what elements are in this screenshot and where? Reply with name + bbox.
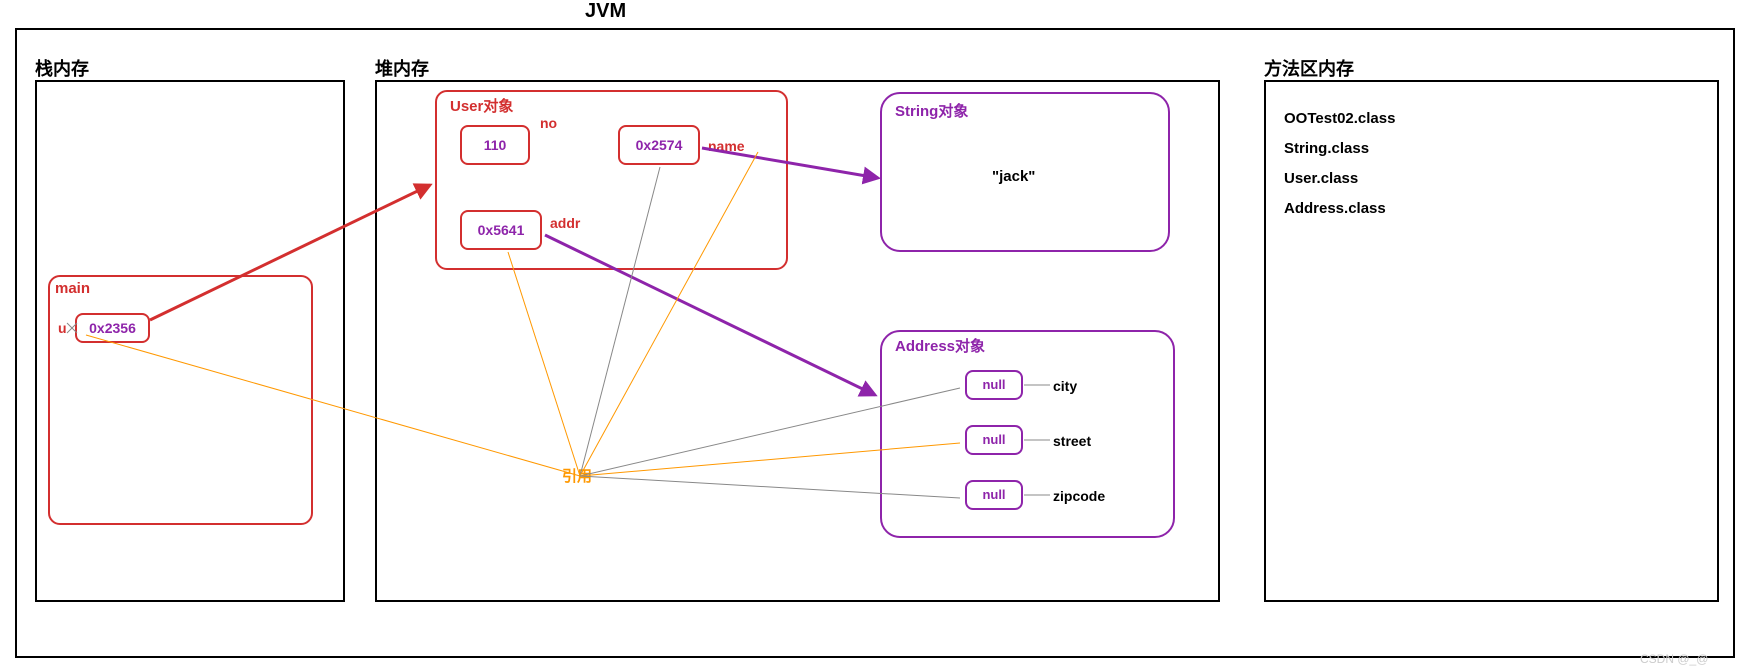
string-object-value: "jack" [992, 168, 1035, 185]
address-object-label: Address对象 [895, 335, 985, 356]
var-u-label: u [58, 320, 67, 336]
class-entry-1: String.class [1284, 140, 1369, 157]
address-object-box [880, 330, 1175, 538]
user-no-label: no [540, 115, 557, 131]
address-street-label: street [1053, 433, 1091, 449]
user-object-label: User对象 [450, 95, 513, 116]
class-entry-3: Address.class [1284, 200, 1386, 217]
string-object-label: String对象 [895, 100, 968, 121]
address-zipcode-label: zipcode [1053, 488, 1105, 504]
class-entry-2: User.class [1284, 170, 1358, 187]
method-area-box [1264, 80, 1719, 602]
class-entry-0: OOTest02.class [1284, 110, 1395, 127]
address-street-value-box: null [965, 425, 1023, 455]
user-no-value-box: 110 [460, 125, 530, 165]
heap-label: 堆内存 [375, 55, 429, 81]
method-area-label: 方法区内存 [1264, 55, 1354, 81]
user-name-value-box: 0x2574 [618, 125, 700, 165]
user-addr-value-box: 0x5641 [460, 210, 542, 250]
address-zipcode-value-box: null [965, 480, 1023, 510]
watermark: CSDN @_@ [1640, 652, 1708, 666]
address-city-label: city [1053, 378, 1077, 394]
main-frame-label: main [55, 280, 90, 297]
var-u-value-box: 0x2356 [75, 313, 150, 343]
user-name-label: name [708, 138, 745, 154]
user-addr-label: addr [550, 215, 580, 231]
address-city-value-box: null [965, 370, 1023, 400]
ref-label: 引用 [562, 465, 592, 486]
diagram-title: JVM [585, 0, 626, 23]
stack-label: 栈内存 [35, 55, 89, 81]
